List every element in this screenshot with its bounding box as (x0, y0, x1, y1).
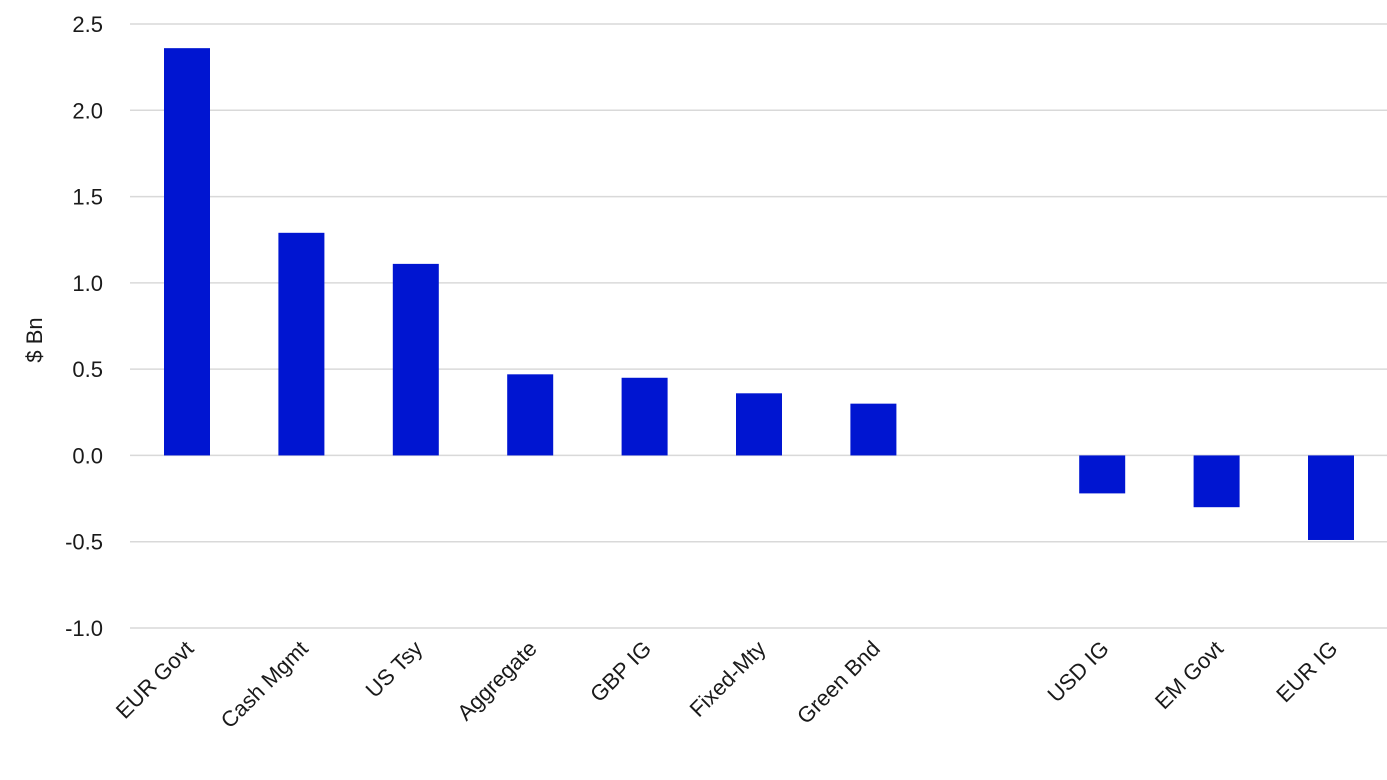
x-category-label: GBP IG (585, 636, 656, 707)
bar (1308, 455, 1354, 540)
y-tick-label: -1.0 (65, 616, 103, 641)
bar (621, 377, 668, 456)
x-category-label: EM Govt (1150, 636, 1228, 714)
y-tick-label: 1.5 (72, 185, 103, 210)
x-category-label: US Tsy (361, 636, 428, 703)
x-category-label: USD IG (1042, 636, 1113, 707)
bars (164, 48, 1354, 540)
bar (507, 374, 554, 456)
bar (278, 232, 325, 456)
bar (736, 393, 782, 456)
bar (1079, 455, 1126, 494)
x-category-label: EUR Govt (111, 636, 199, 724)
y-tick-label: 0.0 (72, 443, 103, 468)
y-tick-label: 2.5 (72, 12, 103, 37)
bar (164, 48, 210, 456)
bar (392, 263, 439, 456)
x-category-label: Aggregate (452, 636, 541, 725)
x-category-label: Green Bnd (792, 636, 885, 729)
x-category-label: EUR IG (1271, 636, 1342, 707)
y-tick-label: 2.0 (72, 98, 103, 123)
bar (850, 403, 897, 456)
y-tick-label: 1.0 (72, 271, 103, 296)
y-tick-label: 0.5 (72, 357, 103, 382)
y-axis-ticks: 2.5 2.0 1.5 1.0 0.5 0.0 -0.5 -1.0 (65, 12, 103, 641)
y-axis-title: $ Bn (22, 317, 47, 362)
bar (1193, 455, 1240, 508)
x-category-label: Fixed-Mty (685, 636, 771, 722)
y-tick-label: -0.5 (65, 530, 103, 555)
x-axis-labels: EUR Govt Cash Mgmt US Tsy Aggregate GBP IG Fi… (111, 636, 1343, 733)
x-category-label: Cash Mgmt (216, 636, 313, 733)
